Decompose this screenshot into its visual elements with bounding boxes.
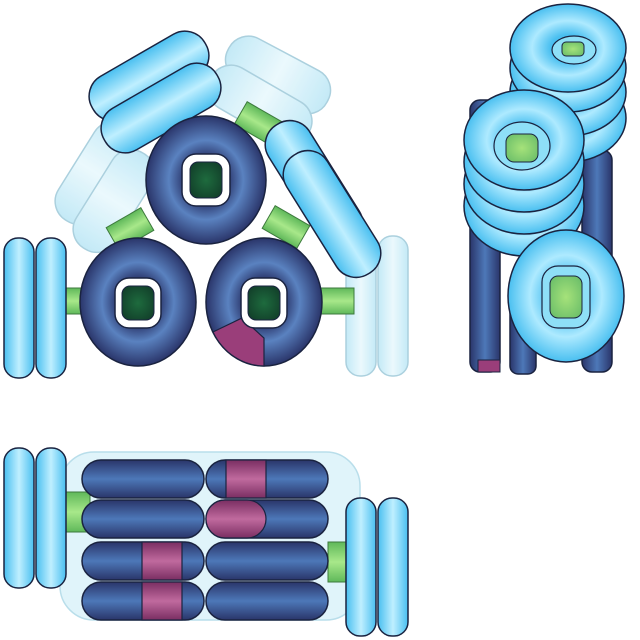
dark-torus	[145, 115, 267, 245]
dark-torus	[205, 237, 323, 367]
connector-rod	[317, 287, 355, 315]
faded-ring	[377, 235, 409, 377]
side-view	[463, 3, 627, 375]
magenta-segment	[212, 317, 265, 367]
dark-ring-row	[81, 459, 329, 499]
light-ring	[35, 237, 67, 379]
light-ring	[35, 447, 67, 589]
dark-torus	[79, 237, 197, 367]
magenta-segment	[141, 581, 183, 621]
top-view	[3, 447, 409, 637]
light-ring	[507, 229, 625, 363]
front-view	[3, 30, 409, 379]
magenta-segment	[477, 359, 501, 373]
light-ring	[377, 497, 409, 637]
light-ring	[345, 497, 377, 637]
magenta-segment	[205, 499, 267, 539]
light-ring-stack	[463, 89, 585, 257]
dark-ring-row	[81, 581, 329, 621]
light-ring	[3, 447, 35, 589]
connector-rod	[261, 205, 311, 249]
magenta-segment	[141, 541, 183, 581]
light-ring	[282, 149, 382, 279]
dark-ring-row	[81, 499, 329, 539]
dark-ring-row	[81, 541, 329, 581]
magenta-segment	[225, 459, 267, 499]
light-ring	[3, 237, 35, 379]
